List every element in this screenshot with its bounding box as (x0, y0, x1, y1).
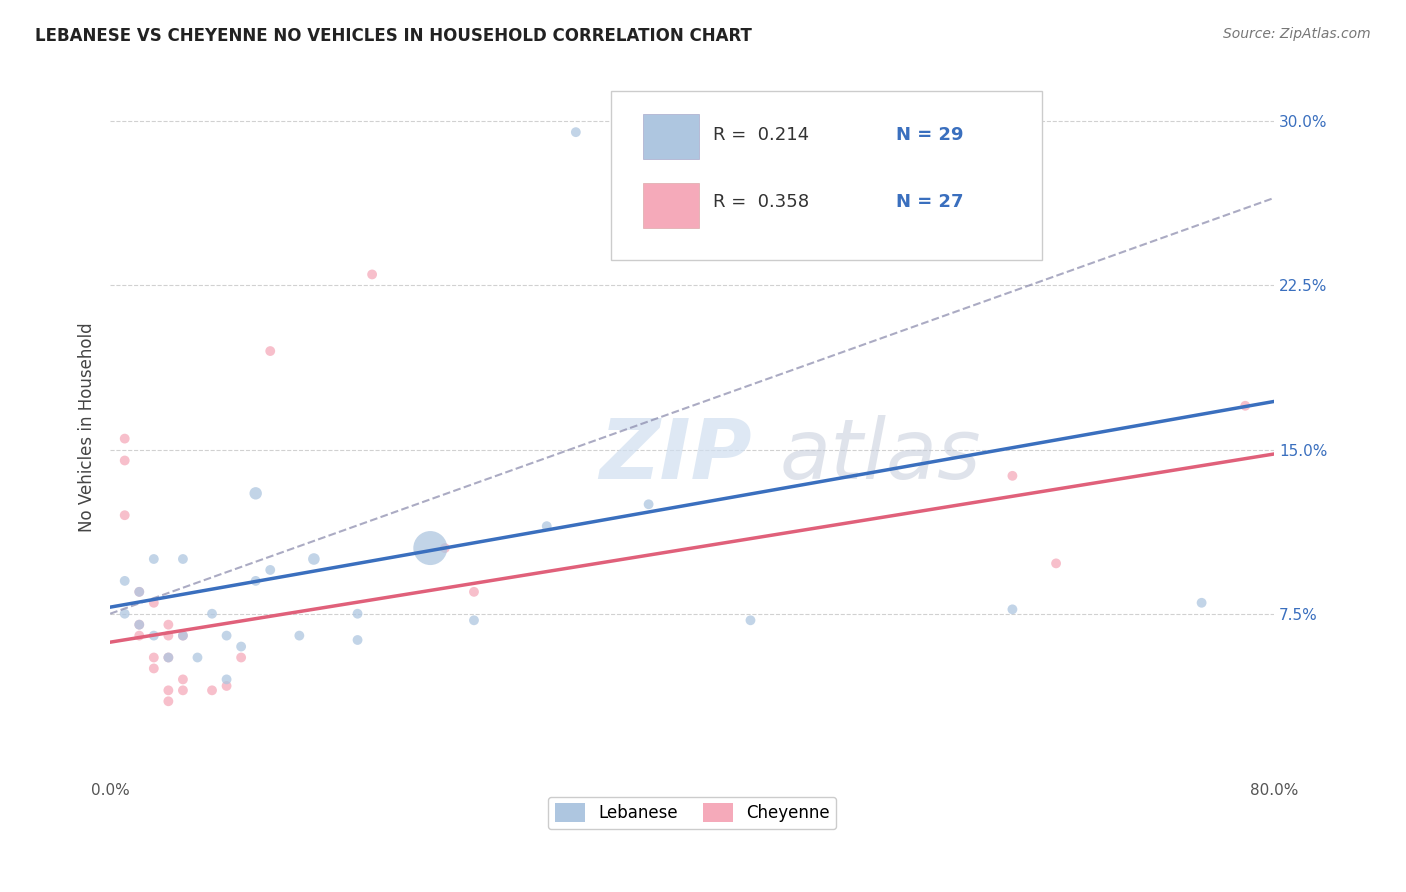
Point (128, 617, 150, 632)
Point (215, 629, 238, 643)
Point (172, 552, 194, 566)
Point (215, 679, 238, 693)
Point (259, 563, 281, 577)
Point (114, 432, 136, 446)
Point (1001, 602, 1024, 616)
Point (186, 650, 208, 665)
Text: atlas: atlas (779, 415, 981, 496)
Point (259, 344, 281, 359)
Point (245, 574, 267, 588)
FancyBboxPatch shape (610, 92, 1042, 260)
Point (157, 650, 180, 665)
Point (128, 629, 150, 643)
Point (288, 629, 311, 643)
Point (740, 613, 762, 627)
Point (346, 632, 368, 647)
Text: N = 29: N = 29 (896, 126, 963, 144)
FancyBboxPatch shape (644, 114, 699, 160)
Point (215, 673, 238, 687)
Point (114, 607, 136, 621)
Point (231, 640, 253, 654)
Point (361, 268, 384, 282)
Text: LEBANESE VS CHEYENNE NO VEHICLES IN HOUSEHOLD CORRELATION CHART: LEBANESE VS CHEYENNE NO VEHICLES IN HOUS… (35, 27, 752, 45)
Point (346, 607, 368, 621)
Point (201, 683, 224, 698)
Point (463, 584, 485, 599)
Point (157, 629, 180, 643)
Point (142, 650, 165, 665)
Point (142, 596, 165, 610)
Point (114, 508, 136, 523)
Text: N = 27: N = 27 (896, 194, 963, 211)
Point (1191, 596, 1213, 610)
Point (157, 683, 180, 698)
Point (637, 497, 659, 511)
Point (157, 650, 180, 665)
Point (157, 617, 180, 632)
Point (536, 519, 558, 533)
Point (128, 584, 150, 599)
Point (172, 673, 194, 687)
Point (231, 650, 253, 665)
Point (172, 683, 194, 698)
Point (565, 125, 588, 139)
Point (128, 584, 150, 599)
Point (142, 629, 165, 643)
Point (463, 613, 485, 627)
Text: R =  0.214: R = 0.214 (713, 126, 810, 144)
Point (142, 661, 165, 675)
Point (157, 694, 180, 708)
Text: ZIP: ZIP (599, 415, 752, 496)
Point (201, 607, 224, 621)
Text: R =  0.358: R = 0.358 (713, 194, 810, 211)
Point (172, 629, 194, 643)
Point (114, 453, 136, 467)
Point (1045, 557, 1067, 571)
Point (433, 541, 456, 555)
Point (114, 574, 136, 588)
Y-axis label: No Vehicles in Household: No Vehicles in Household (79, 323, 96, 533)
Point (128, 617, 150, 632)
FancyBboxPatch shape (644, 183, 699, 228)
Point (245, 486, 267, 500)
Point (1001, 468, 1024, 483)
Point (142, 552, 165, 566)
Point (302, 552, 325, 566)
Point (172, 629, 194, 643)
Text: Source: ZipAtlas.com: Source: ZipAtlas.com (1223, 27, 1371, 41)
Legend: Lebanese, Cheyenne: Lebanese, Cheyenne (548, 797, 837, 829)
Point (1234, 399, 1257, 413)
Point (419, 541, 441, 555)
